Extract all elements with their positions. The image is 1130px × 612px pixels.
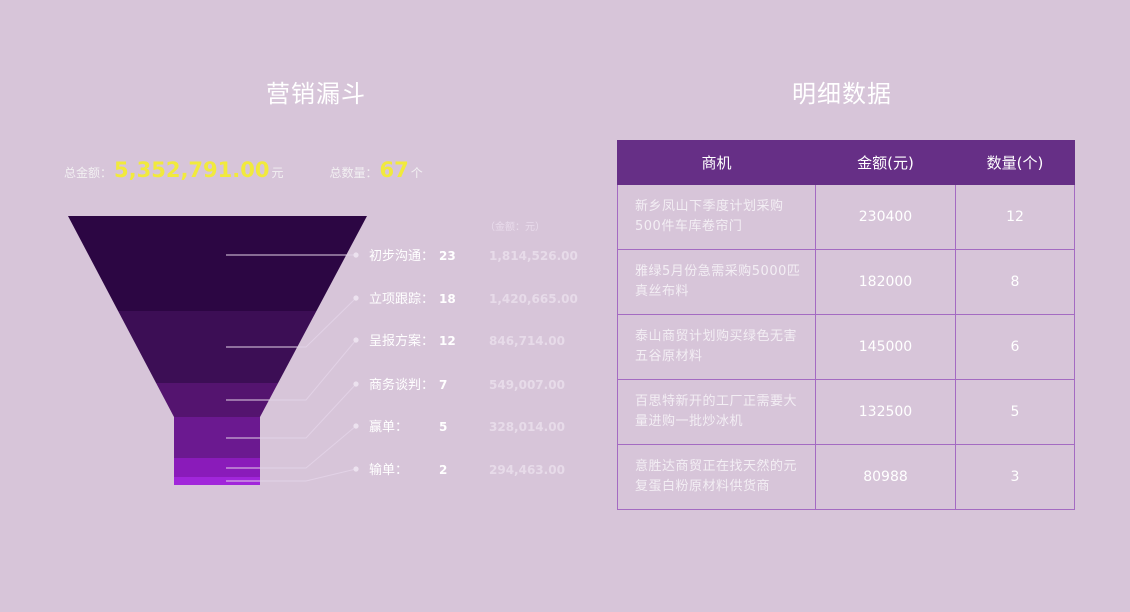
total-amount-label: 总金额： bbox=[64, 166, 113, 180]
connector-dot bbox=[353, 295, 359, 301]
cell-count: 3 bbox=[955, 444, 1075, 510]
cell-opportunity: 新乡凤山下季度计划采购500件车库卷帘门 bbox=[617, 184, 816, 250]
funnel-band bbox=[174, 417, 260, 458]
cell-count: 12 bbox=[955, 184, 1075, 250]
total-count-unit: 个 bbox=[410, 166, 423, 180]
connector-dot bbox=[353, 252, 359, 258]
cell-opportunity: 意胜达商贸正在找天然的元复蛋白粉原材料供货商 bbox=[617, 444, 816, 510]
table-header-row: 商机 金额(元) 数量(个) bbox=[617, 140, 1075, 185]
stage-label: 输单： bbox=[369, 462, 408, 478]
funnel-connector-line bbox=[226, 297, 357, 348]
table-row: 雅绿5月份急需采购5000匹真丝布料 182000 8 bbox=[617, 249, 1075, 315]
stage-count: 5 bbox=[439, 420, 447, 434]
stage-amount: 1,420,665.00 bbox=[489, 292, 578, 306]
table-row: 泰山商贸计划购买绿色无害五谷原材料 145000 6 bbox=[617, 314, 1075, 380]
connector-dot bbox=[353, 337, 359, 343]
cell-amount: 132500 bbox=[815, 379, 956, 445]
totals-bar: 总金额： 5,352,791.00 元 总数量： 67 个 bbox=[64, 158, 423, 192]
cell-opportunity: 雅绿5月份急需采购5000匹真丝布料 bbox=[617, 249, 816, 315]
stage-label: 初步沟通： bbox=[369, 249, 434, 264]
table-row: 百思特新开的工厂正需要大量进购一批炒冰机 132500 5 bbox=[617, 379, 1075, 445]
stage-count: 7 bbox=[439, 378, 447, 392]
cell-amount: 182000 bbox=[815, 249, 956, 315]
stage-count: 23 bbox=[439, 249, 456, 263]
stage-amount: 846,714.00 bbox=[489, 334, 565, 348]
cell-amount: 230400 bbox=[815, 184, 956, 250]
connector-dot bbox=[353, 423, 359, 429]
table-title: 明细数据 bbox=[792, 80, 892, 108]
header-opportunity: 商机 bbox=[617, 140, 816, 185]
stage-label: 立项跟踪： bbox=[369, 292, 434, 307]
cell-count: 5 bbox=[955, 379, 1075, 445]
header-amount: 金额(元) bbox=[815, 140, 956, 185]
connector-dot bbox=[353, 381, 359, 387]
cell-opportunity: 百思特新开的工厂正需要大量进购一批炒冰机 bbox=[617, 379, 816, 445]
total-count-label: 总数量： bbox=[329, 166, 378, 180]
funnel-connector-line bbox=[226, 383, 357, 439]
total-count-value: 67 bbox=[379, 158, 409, 182]
total-amount-value: 5,352,791.00 bbox=[114, 158, 270, 182]
stage-count: 12 bbox=[439, 334, 456, 348]
funnel-band bbox=[118, 311, 317, 383]
funnel-connector-line bbox=[226, 425, 357, 469]
cell-amount: 80988 bbox=[815, 444, 956, 510]
cell-count: 6 bbox=[955, 314, 1075, 380]
stage-label: 呈报方案： bbox=[369, 333, 434, 349]
funnel-title: 营销漏斗 bbox=[266, 80, 366, 108]
detail-table: 商机 金额(元) 数量(个) 新乡凤山下季度计划采购500件车库卷帘门 2304… bbox=[617, 140, 1075, 510]
header-count: 数量(个) bbox=[955, 140, 1075, 185]
stage-count: 18 bbox=[439, 292, 456, 306]
funnel-connector-line bbox=[226, 339, 357, 401]
cell-count: 8 bbox=[955, 249, 1075, 315]
funnel-chart: （金额：元） 初步沟通： 23 1,814,526.00 立项跟踪： 18 1,420,66… bbox=[68, 216, 578, 485]
table-row: 新乡凤山下季度计划采购500件车库卷帘门 230400 12 bbox=[617, 184, 1075, 250]
stage-count: 2 bbox=[439, 463, 447, 477]
amount-column-header: （金额：元） bbox=[485, 220, 545, 233]
table-row: 意胜达商贸正在找天然的元复蛋白粉原材料供货商 80988 3 bbox=[617, 444, 1075, 510]
funnel-band bbox=[174, 477, 260, 485]
funnel-band bbox=[156, 383, 279, 417]
stage-amount: 549,007.00 bbox=[489, 378, 565, 392]
total-amount-unit: 元 bbox=[271, 166, 284, 180]
stage-label: 赢单： bbox=[369, 419, 408, 435]
cell-opportunity: 泰山商贸计划购买绿色无害五谷原材料 bbox=[617, 314, 816, 380]
funnel-band bbox=[68, 216, 367, 311]
stage-amount: 1,814,526.00 bbox=[489, 249, 578, 263]
stage-amount: 294,463.00 bbox=[489, 463, 565, 477]
connector-dot bbox=[353, 466, 359, 472]
stage-amount: 328,014.00 bbox=[489, 420, 565, 434]
funnel-connector-line bbox=[226, 468, 357, 482]
cell-amount: 145000 bbox=[815, 314, 956, 380]
stage-label: 商务谈判： bbox=[369, 377, 434, 393]
funnel-band bbox=[174, 458, 260, 477]
